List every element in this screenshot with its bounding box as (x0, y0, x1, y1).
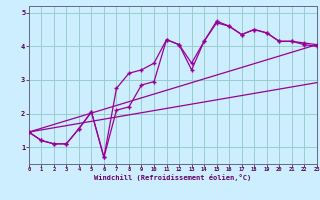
X-axis label: Windchill (Refroidissement éolien,°C): Windchill (Refroidissement éolien,°C) (94, 174, 252, 181)
